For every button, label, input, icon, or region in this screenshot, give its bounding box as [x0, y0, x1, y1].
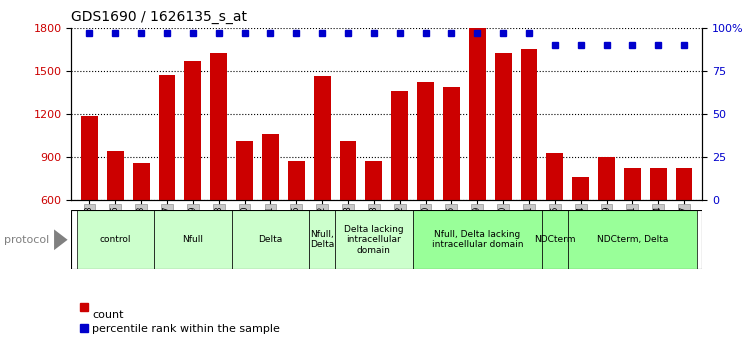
Bar [236, 141, 253, 200]
Text: NDCterm: NDCterm [534, 235, 575, 244]
Text: Nfull,
Delta: Nfull, Delta [310, 230, 334, 249]
Bar [520, 49, 538, 200]
Bar [262, 134, 279, 200]
Polygon shape [54, 229, 68, 250]
Bar [572, 177, 589, 200]
Bar [158, 75, 176, 200]
Bar [309, 210, 335, 269]
Bar [231, 210, 309, 269]
Bar [676, 168, 692, 200]
Bar [314, 77, 330, 200]
Bar [542, 210, 568, 269]
Bar [624, 168, 641, 200]
Text: protocol: protocol [4, 235, 49, 245]
Bar [443, 87, 460, 200]
Bar [210, 53, 227, 200]
Bar [547, 152, 563, 200]
Bar [598, 157, 615, 200]
Bar [412, 210, 542, 269]
Bar [366, 161, 382, 200]
Bar [335, 210, 412, 269]
Text: Delta: Delta [258, 235, 282, 244]
Text: NDCterm, Delta: NDCterm, Delta [597, 235, 668, 244]
Text: count: count [92, 310, 124, 319]
Text: control: control [100, 235, 131, 244]
Bar [417, 82, 434, 200]
Bar [107, 151, 124, 200]
Bar [81, 116, 98, 200]
Bar [568, 210, 697, 269]
Bar [185, 61, 201, 200]
Bar [339, 141, 357, 200]
Bar [133, 164, 149, 200]
Bar [469, 28, 486, 200]
Text: Delta lacking
intracellular
domain: Delta lacking intracellular domain [344, 225, 403, 255]
Text: Nfull, Delta lacking
intracellular domain: Nfull, Delta lacking intracellular domai… [432, 230, 523, 249]
Text: percentile rank within the sample: percentile rank within the sample [92, 325, 280, 334]
Bar [154, 210, 231, 269]
Text: GDS1690 / 1626135_s_at: GDS1690 / 1626135_s_at [71, 10, 247, 24]
Bar [77, 210, 154, 269]
Bar [288, 161, 305, 200]
Bar [495, 53, 511, 200]
Bar [650, 168, 667, 200]
Text: Nfull: Nfull [182, 235, 204, 244]
Bar [391, 91, 408, 200]
